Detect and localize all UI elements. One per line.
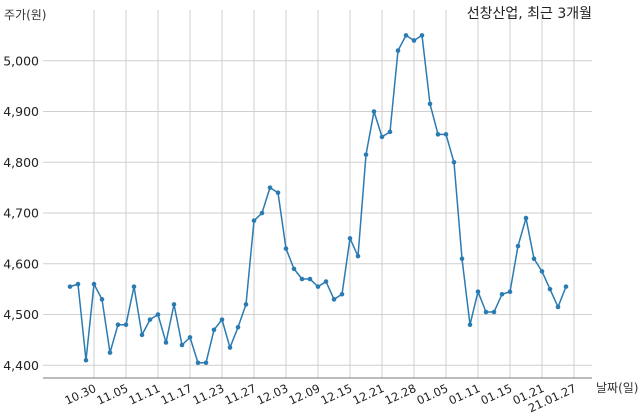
data-point [227,345,233,350]
x-tick-label: 12.03 [254,381,290,408]
data-point [563,284,569,289]
data-point [115,322,121,328]
data-point [339,291,345,297]
data-point [475,289,481,295]
data-point [459,256,465,262]
x-tick-label: 11.11 [126,381,162,408]
data-point [187,335,193,340]
y-tick-label: 4,500 [3,307,39,322]
data-point [411,38,417,43]
y-tick-label: 4,700 [3,206,39,221]
data-point [147,317,153,322]
data-point [555,304,561,310]
x-tick-label: 12.15 [318,381,354,408]
data-point [531,256,537,262]
data-point [91,281,97,287]
data-point [299,276,305,282]
y-tick-label: 5,000 [3,53,39,68]
y-tick-labels: 4,400 4,500 4,600 4,700 4,800 4,900 5,000 [3,53,39,373]
x-tick-label: 01.05 [414,381,450,408]
data-point [171,302,177,307]
data-point [483,309,489,315]
data-point [451,159,457,165]
data-point [235,324,241,330]
data-point [515,243,521,249]
data-point [179,342,185,348]
data-point [467,322,473,328]
x-tick-label: 01.11 [446,381,482,408]
data-point [363,152,369,157]
x-tick-label: 01.15 [478,381,514,408]
data-point [443,132,449,137]
x-tick-label: 12.21 [350,381,386,408]
price-series [67,33,569,366]
data-point [307,276,313,282]
data-point [251,218,257,223]
data-point [387,129,393,135]
x-tick-label: 11.05 [94,381,130,408]
data-point [283,246,289,251]
data-point [291,266,297,272]
data-point [507,289,513,295]
x-axis-label: 날짜(일) [596,381,638,395]
data-point [403,33,409,38]
chart-title: 선창산업, 최근 3개월 [467,6,592,22]
x-tick-label: 11.23 [190,381,226,408]
data-point [539,269,545,274]
data-point [243,302,249,307]
data-point [499,291,505,297]
data-point [259,210,265,216]
data-point [347,236,353,241]
data-point [211,327,217,333]
x-tick-label: 10.30 [62,381,98,408]
data-point [267,185,273,190]
grid-lines [43,10,592,378]
y-tick-label: 4,600 [3,256,39,271]
y-tick-label: 4,900 [3,104,39,119]
data-point [219,317,225,322]
data-point [523,215,529,221]
data-point [491,309,497,315]
data-point [427,101,433,107]
data-point [163,340,169,345]
data-point [67,284,73,289]
data-point [435,132,441,137]
data-point [395,48,401,53]
data-point [419,33,425,38]
data-point [83,357,89,363]
data-point [139,332,145,338]
data-point [123,322,129,328]
data-point [75,281,81,287]
data-point [355,253,361,259]
data-point [331,297,337,302]
y-axis-label: 주가(원) [4,8,46,22]
x-tick-label: 11.27 [222,381,258,408]
data-point [275,190,281,196]
data-point [315,284,321,289]
data-point [323,279,329,284]
data-point [131,284,137,289]
x-tick-label: 11.17 [158,381,194,408]
data-point [107,350,113,355]
data-point [203,360,209,366]
data-point [99,297,105,302]
y-tick-label: 4,800 [3,155,39,170]
data-point [155,312,161,317]
data-point [371,109,377,114]
data-point [195,360,201,366]
data-point [379,134,385,140]
x-tick-label: 12.09 [286,381,322,408]
data-point [547,286,553,292]
x-tick-label: 12.28 [382,381,418,408]
x-tick-labels: 10.3011.0511.1111.1711.2311.2712.0312.09… [62,381,578,415]
y-tick-label: 4,400 [3,358,39,373]
